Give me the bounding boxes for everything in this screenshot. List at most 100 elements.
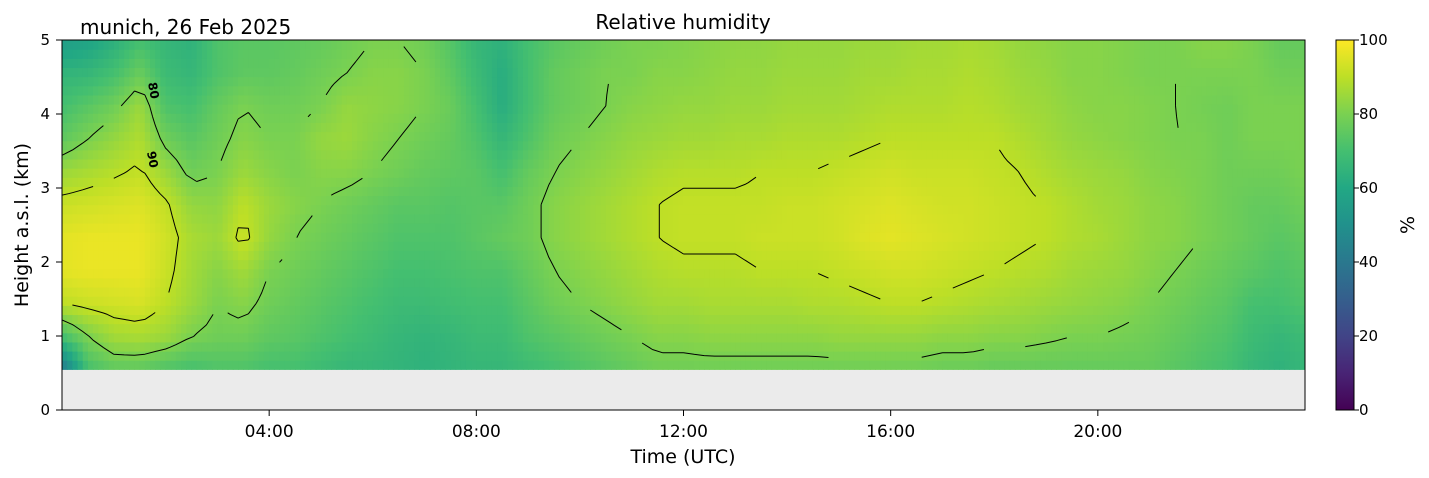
heatmap-cell [465,268,472,279]
heatmap-cell [403,49,410,59]
heatmap-cell [693,104,700,114]
heatmap-cell [522,351,529,361]
heatmap-cell [724,149,731,160]
heatmap-cell [699,259,705,270]
heatmap-cell [610,341,617,352]
heatmap-cell [647,158,654,169]
heatmap-cell [522,213,529,224]
heatmap-cell [155,94,161,105]
heatmap-cell [139,94,146,105]
heatmap-cell [377,268,384,279]
heatmap-cell [636,168,643,178]
heatmap-cell [756,158,762,169]
heatmap-cell [429,222,436,233]
heatmap-cell [745,113,752,123]
heatmap-cell [533,158,540,169]
heatmap-cell [636,286,643,297]
heatmap-cell [77,186,84,197]
heatmap-cell [745,241,752,251]
heatmap-cell [735,94,742,105]
heatmap-cell [528,222,534,233]
heatmap-cell [626,140,633,151]
heatmap-cell [465,259,472,270]
heatmap-cell [367,94,374,105]
heatmap-cell [491,286,498,297]
heatmap-cell [108,296,115,306]
heatmap-cell [621,341,628,352]
heatmap-cell [538,277,545,288]
heatmap-cell [445,177,452,187]
heatmap-cell [766,222,773,233]
heatmap-cell [533,277,540,288]
heatmap-cell [761,177,767,187]
heatmap-cell [455,186,462,197]
heatmap-cell [326,241,332,251]
heatmap-cell [263,58,270,69]
heatmap-cell [636,213,643,224]
heatmap-cell [693,85,700,96]
heatmap-cell [507,168,514,178]
heatmap-cell [776,277,783,288]
heatmap-cell [274,85,281,96]
heatmap-cell [108,168,115,178]
heatmap-cell [155,241,161,251]
heatmap-cell [667,305,674,316]
heatmap-cell [150,268,156,279]
heatmap-cell [227,177,234,187]
heatmap-cell [600,195,607,206]
heatmap-cell [383,222,389,233]
heatmap-cell [258,332,265,343]
heatmap-cell [227,250,234,261]
heatmap-cell [160,213,167,224]
heatmap-cell [414,140,420,151]
heatmap-cell [320,113,327,123]
heatmap-cell [144,104,151,114]
heatmap-cell [212,195,218,206]
heatmap-cell [388,58,395,69]
heatmap-cell [419,323,426,334]
heatmap-cell [243,323,250,334]
heatmap-cell [693,259,700,270]
heatmap-cell [491,168,498,178]
heatmap-cell [693,314,700,325]
heatmap-cell [735,341,742,352]
heatmap-cell [175,341,182,352]
heatmap-cell [497,204,503,215]
heatmap-cell [243,332,250,343]
heatmap-cell [502,58,509,69]
heatmap-cell [295,40,301,50]
heatmap-cell [263,40,270,50]
heatmap-cell [491,204,498,215]
heatmap-cell [305,122,312,133]
heatmap-cell [129,131,136,142]
heatmap-cell [517,140,524,151]
heatmap-cell [579,49,586,59]
heatmap-cell [77,58,84,69]
heatmap-cell [362,332,369,343]
heatmap-cell [181,149,187,160]
heatmap-cell [533,94,540,105]
heatmap-cell [279,204,286,215]
heatmap-cell [455,149,462,160]
heatmap-cell [662,213,669,224]
heatmap-cell [320,268,327,279]
heatmap-cell [403,213,410,224]
heatmap-cell [657,94,664,105]
heatmap-cell [258,168,265,178]
heatmap-cell [77,222,84,233]
heatmap-cell [559,186,565,197]
heatmap-cell [103,351,110,361]
heatmap-cell [181,76,187,87]
heatmap-cell [263,268,270,279]
heatmap-cell [424,296,431,306]
heatmap-cell [108,305,115,316]
heatmap-cell [186,323,193,334]
heatmap-cell [471,122,477,133]
heatmap-cell [269,158,275,169]
heatmap-cell [62,204,68,215]
heatmap-cell [144,360,151,370]
heatmap-cell [761,232,767,242]
heatmap-cell [543,305,550,316]
heatmap-cell [315,177,322,187]
heatmap-cell [383,241,389,251]
